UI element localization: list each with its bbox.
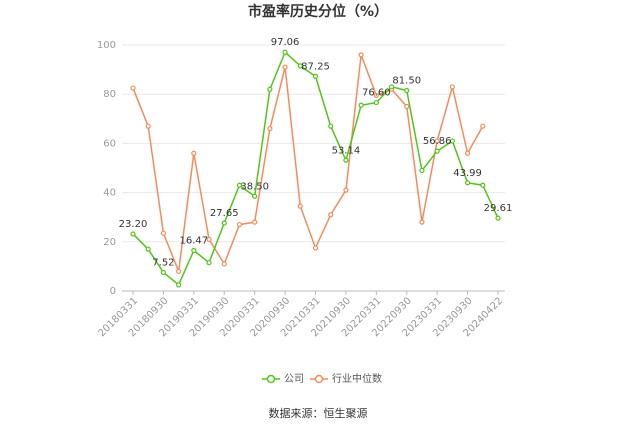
data-point (297, 203, 303, 209)
data-point (358, 52, 364, 58)
data-label: 97.06 (271, 37, 300, 48)
data-point (267, 126, 273, 132)
data-point (449, 138, 455, 144)
y-tick-label: 40 (103, 188, 116, 199)
data-point (145, 246, 151, 252)
data-point (191, 247, 197, 254)
data-label: 7.52 (152, 258, 174, 269)
data-point (404, 103, 410, 110)
data-point (343, 157, 349, 163)
y-tick-label: 80 (103, 89, 116, 100)
data-point (373, 92, 379, 99)
data-point (404, 87, 410, 94)
data-point (328, 123, 334, 129)
data-point (160, 269, 167, 276)
data-point (480, 182, 486, 188)
data-point (434, 148, 440, 154)
y-tick-label: 20 (103, 237, 116, 248)
data-point (206, 260, 212, 266)
legend-label: 行业中位数 (332, 372, 382, 385)
data-point (419, 167, 425, 174)
data-label: 23.20 (119, 219, 148, 230)
data-point (495, 215, 501, 221)
data-point (480, 123, 486, 129)
data-point (312, 73, 319, 79)
data-label: 87.25 (301, 61, 330, 72)
data-point (343, 187, 349, 193)
legend-item: 行业中位数 (310, 372, 382, 385)
data-point (252, 193, 258, 199)
chart-title: 市盈率历史分位（%） (248, 3, 388, 20)
data-point (449, 84, 455, 90)
data-label: 81.50 (392, 76, 421, 87)
data-point (434, 138, 440, 144)
data-point (221, 220, 227, 226)
series-line (132, 54, 484, 275)
data-point (130, 231, 136, 237)
data-point (221, 261, 227, 267)
data-point (176, 268, 182, 274)
data-point (328, 212, 334, 218)
data-point (176, 282, 182, 288)
data-point (282, 64, 288, 70)
data-point (388, 84, 395, 90)
data-label: 56.86 (423, 136, 452, 147)
legend-label: 公司 (284, 374, 304, 385)
data-label: 38.50 (240, 181, 269, 192)
data-point (160, 230, 167, 236)
data-point (464, 180, 471, 186)
data-point (236, 221, 243, 228)
data-point (252, 219, 258, 225)
legend-marker (314, 374, 324, 384)
data-point (419, 219, 425, 225)
data-point (373, 99, 379, 106)
data-label: 29.61 (484, 203, 513, 214)
data-point (297, 63, 303, 69)
legend-marker (266, 374, 276, 384)
data-point (312, 245, 319, 251)
source: 数据来源：恒生聚源 (269, 406, 368, 420)
data-label: 27.65 (210, 208, 239, 219)
data-label: 76.60 (362, 88, 391, 99)
data-label: 53.14 (332, 145, 361, 156)
y-tick-label: 60 (103, 138, 116, 149)
legend-item: 公司 (262, 374, 304, 385)
data-point (282, 49, 288, 55)
data-point (191, 150, 197, 156)
y-tick-label: 0 (110, 286, 116, 297)
data-point (130, 85, 136, 91)
data-point (358, 102, 364, 108)
data-point (236, 182, 243, 188)
data-point (267, 86, 273, 92)
data-label: 16.47 (180, 235, 209, 246)
data-point (145, 123, 151, 129)
data-label: 43.99 (453, 168, 482, 179)
y-tick-label: 100 (97, 40, 116, 51)
data-point (206, 236, 212, 242)
data-point (464, 150, 471, 156)
